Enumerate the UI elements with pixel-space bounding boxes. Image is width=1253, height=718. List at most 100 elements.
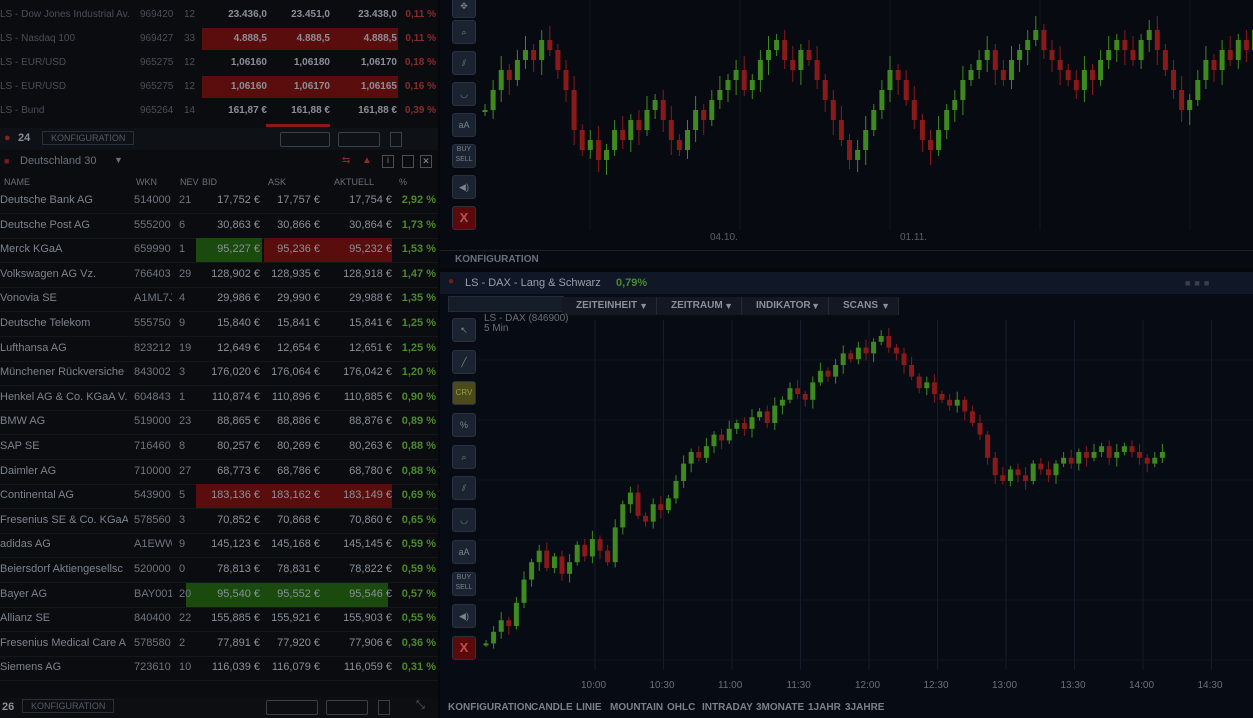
sound-tool-icon-2[interactable]: ◀): [452, 604, 476, 628]
crv-tool-icon[interactable]: CRV: [452, 381, 476, 405]
ticker-row[interactable]: LS - Dow Jones Industrial Av. 969420 12 23.…: [0, 4, 438, 26]
x-tick-label: 11:30: [787, 680, 812, 690]
trendline-tool-icon-2[interactable]: ⫽: [452, 476, 476, 500]
candle-body: [620, 504, 626, 528]
table-row[interactable]: Fresenius SE & Co. KGaA 578560 3 70,852 € 70…: [0, 509, 438, 534]
arc-tool-icon[interactable]: ◡: [452, 82, 476, 106]
sound-tool-icon[interactable]: ◀): [452, 175, 476, 199]
table-row[interactable]: Merck KGaA 659990 1 95,227 € 95,236 € 95,232 …: [0, 238, 438, 264]
line-tool-icon[interactable]: ╱: [452, 350, 476, 374]
alert-icon[interactable]: ▲: [362, 155, 372, 166]
table-row[interactable]: Beiersdorf Aktiengesellsc 520000 0 78,813 €…: [0, 558, 438, 583]
link-icon[interactable]: ⇆: [342, 155, 351, 166]
table-row[interactable]: Vonovia SE A1ML7J 4 29,986 € 29,990 € 29,988 …: [0, 287, 438, 313]
watchlist-count: 24: [18, 132, 31, 144]
candle-body: [878, 336, 884, 342]
top-config-tab[interactable]: KONFIGURATION: [455, 254, 539, 265]
col-name[interactable]: NAME: [4, 177, 31, 187]
candle-body: [1061, 457, 1067, 464]
clipboard-icon[interactable]: [390, 132, 402, 147]
footer-clipboard-icon[interactable]: [378, 700, 390, 715]
text-tool-icon[interactable]: aA: [452, 113, 476, 137]
col-wkn[interactable]: WKN: [136, 177, 157, 187]
ticker-row[interactable]: LS - EUR/USD 965275 12 1,06160 1,06180 1,0617…: [0, 52, 438, 74]
table-row[interactable]: Continental AG 543900 5 183,136 € 183,162 € 1…: [0, 484, 438, 510]
tab-mountain[interactable]: MOUNTAIN: [610, 702, 664, 713]
ticker-row[interactable]: LS - Nasdaq 100 969427 33 4.888,5 4.888,5 4.8…: [0, 28, 438, 50]
toolbar-zeiteinheit-button[interactable]: ZEITEINHEIT ▼: [562, 297, 657, 315]
toolbar-scans-button[interactable]: SCANS ▼: [829, 297, 899, 315]
export-icon[interactable]: [402, 155, 414, 168]
info-icon[interactable]: i: [382, 155, 394, 168]
zoom-tool-icon[interactable]: ⌕: [452, 20, 476, 44]
close-icon[interactable]: ●: [4, 132, 11, 144]
config-button[interactable]: KONFIGURATION: [42, 131, 135, 145]
cursor-tool-icon[interactable]: ↖: [452, 318, 476, 342]
col-ask[interactable]: ASK: [268, 177, 287, 187]
toolbar-zeitraum-button[interactable]: ZEITRAUM ▼: [657, 297, 742, 315]
text-tool-icon-2[interactable]: aA: [452, 540, 476, 564]
list-selector[interactable]: Deutschland 30: [20, 155, 97, 167]
crosshair-tool-icon[interactable]: ✥: [452, 0, 476, 18]
footer-flag-toggle[interactable]: [326, 700, 368, 715]
close-list-icon[interactable]: ✕: [420, 155, 432, 168]
table-row[interactable]: Deutsche Telekom 555750 9 15,840 € 15,841 € 1…: [0, 312, 438, 337]
buy-sell-tool-icon-2[interactable]: BUY SELL: [452, 572, 476, 596]
cell-akt: 88,876 €: [349, 415, 392, 428]
table-row[interactable]: Siemens AG 723610 10 116,039 € 116,079 € 116,…: [0, 656, 438, 682]
col-aktuell[interactable]: AKTUELL: [334, 177, 375, 187]
chart-close-icon[interactable]: ●: [448, 276, 455, 287]
cell-ask: 95,236 €: [277, 243, 320, 256]
table-row[interactable]: Münchener Rückversiche 843002 3 176,020 € 17…: [0, 361, 438, 387]
tab-linie[interactable]: LINIE: [576, 702, 602, 713]
candle-body: [490, 90, 496, 110]
tab-konfiguration[interactable]: KONFIGURATION: [448, 702, 532, 713]
table-row[interactable]: Fresenius Medical Care A 578580 2 77,891 € 7…: [0, 632, 438, 657]
close-tool-icon[interactable]: X: [452, 206, 476, 230]
table-row[interactable]: Deutsche Post AG 555200 6 30,863 € 30,866 € 3…: [0, 214, 438, 239]
table-row[interactable]: SAP SE 716460 8 80,257 € 80,269 € 80,263 € 0,8…: [0, 435, 438, 460]
cell-akt: 17,754 €: [349, 194, 392, 206]
candle-body: [665, 498, 671, 510]
table-row[interactable]: Daimler AG 710000 27 68,773 € 68,786 € 68,780…: [0, 460, 438, 485]
ticker-row[interactable]: LS - EUR/USD 965275 12 1,06160 1,06170 1,0616…: [0, 76, 438, 98]
candle-body: [1099, 446, 1105, 452]
buy-sell-tool-icon[interactable]: BUY SELL: [452, 144, 476, 168]
footer-config-button[interactable]: KONFIGURATION: [22, 699, 115, 713]
table-row[interactable]: BMW AG 519000 23 88,865 € 88,886 € 88,876 € 0,…: [0, 410, 438, 436]
tab-candle[interactable]: CANDLE: [531, 702, 573, 713]
table-row[interactable]: Bayer AG BAY001 20 95,540 € 95,552 € 95,546 €…: [0, 582, 438, 608]
main-chart-titlebar: ● LS - DAX - Lang & Schwarz 0,79% ■■■: [440, 272, 1253, 294]
percent-tool-icon[interactable]: %: [452, 413, 476, 437]
col-nev[interactable]: NEV: [180, 177, 199, 187]
candle-body: [944, 110, 950, 130]
top-candle-chart[interactable]: 04.10. 01.11.: [440, 0, 1253, 250]
tab-ohlc[interactable]: OHLC: [667, 702, 696, 713]
window-controls[interactable]: ■■■: [1185, 278, 1214, 288]
chevron-down-icon[interactable]: ▼: [114, 155, 123, 165]
table-row[interactable]: Deutsche Bank AG 514000 21 17,752 € 17,757 €…: [0, 189, 438, 214]
table-row[interactable]: Lufthansa AG 823212 19 12,649 € 12,654 € 12,6…: [0, 337, 438, 362]
tab-intraday[interactable]: INTRADAY: [702, 702, 753, 713]
arc-tool-icon-2[interactable]: ◡: [452, 508, 476, 532]
view-toggle[interactable]: [280, 132, 330, 147]
resize-icon[interactable]: ⤡: [416, 699, 425, 711]
candle-body: [1121, 446, 1127, 452]
zoom-tool-icon-2[interactable]: ⌕: [452, 445, 476, 469]
ticker-row[interactable]: LS - Bund 965264 14 161,87 € 161,88 € 161,88 …: [0, 100, 438, 122]
flag-toggle[interactable]: [338, 132, 380, 147]
toolbar-indikator-button[interactable]: INDIKATOR ▼: [742, 297, 829, 315]
main-candle-chart[interactable]: 10:00 10:30 11:00 11:30 12:00 12:30 13:00 13:30…: [478, 300, 1253, 690]
tab-3monate[interactable]: 3MONATE: [756, 702, 805, 713]
table-row[interactable]: Henkel AG & Co. KGaA V. 604843 1 110,874 € 1…: [0, 386, 438, 411]
table-row[interactable]: adidas AG A1EWW 9 145,123 € 145,168 € 145,145…: [0, 533, 438, 559]
table-row[interactable]: Volkswagen AG Vz. 766403 29 128,902 € 128,93…: [0, 263, 438, 288]
table-row[interactable]: Allianz SE 840400 22 155,885 € 155,921 € 155,…: [0, 607, 438, 633]
col-bid[interactable]: BID: [202, 177, 218, 187]
trendline-tool-icon[interactable]: ⫽: [452, 51, 476, 75]
tab-3jahre[interactable]: 3JAHRE: [845, 702, 885, 713]
col-pct[interactable]: %: [399, 177, 408, 187]
footer-view-toggle[interactable]: [266, 700, 318, 715]
close-tool-icon-2[interactable]: X: [452, 636, 476, 660]
tab-1jahr[interactable]: 1JAHR: [808, 702, 841, 713]
